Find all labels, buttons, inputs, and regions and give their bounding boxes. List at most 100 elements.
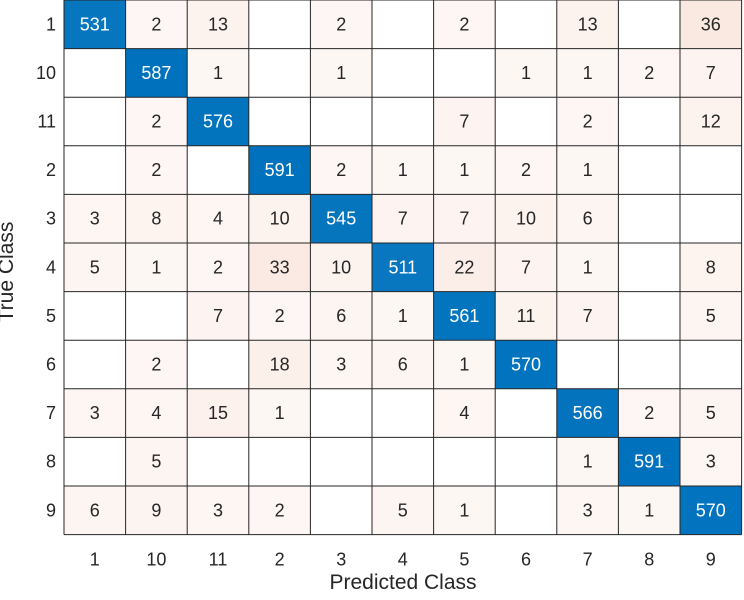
y-axis-label: True Class (0, 222, 18, 323)
cell-2-9 (680, 145, 742, 195)
cell-value-9-8: 1 (644, 500, 654, 520)
cell-11-9 (680, 97, 742, 146)
cell-value-3-10: 8 (151, 209, 161, 229)
cell-3-5 (433, 194, 496, 243)
y-tick-label: 11 (37, 112, 56, 132)
cell-value-5-11: 7 (213, 306, 223, 326)
cell-value-5-9: 5 (706, 306, 716, 326)
y-tick-label: 6 (46, 355, 56, 375)
cell-10-7 (556, 48, 619, 98)
cell-value-10-3: 1 (336, 63, 346, 83)
cell-7-8 (618, 388, 680, 438)
cell-value-1-9: 36 (701, 14, 721, 34)
cell-6-10 (125, 340, 188, 389)
cell-value-7-10: 4 (151, 403, 161, 423)
cell-8-9 (680, 437, 742, 486)
cell-5-5 (433, 291, 496, 341)
cell-3-3 (310, 194, 372, 243)
cell-5-10 (125, 291, 188, 341)
cell-3-4 (372, 194, 434, 243)
cell-value-4-9: 8 (706, 257, 716, 277)
cell-8-3 (310, 437, 372, 486)
cell-value-9-4: 5 (398, 500, 408, 520)
cell-3-7 (556, 194, 619, 243)
cell-value-8-8: 591 (634, 452, 664, 472)
cell-value-3-2: 10 (270, 209, 290, 229)
cell-7-5 (433, 388, 496, 438)
cell-value-11-11: 576 (203, 112, 233, 132)
cell-value-5-3: 6 (336, 306, 346, 326)
x-tick-label: 1 (90, 550, 100, 570)
cell-value-7-7: 566 (573, 403, 603, 423)
cell-10-10 (125, 48, 188, 98)
cell-value-7-11: 15 (208, 403, 228, 423)
cell-1-5 (433, 0, 496, 49)
cell-5-8 (618, 291, 680, 341)
y-tick-label: 1 (46, 14, 56, 34)
cell-8-1 (64, 437, 126, 486)
cell-11-10 (125, 97, 188, 146)
cell-7-7 (556, 388, 619, 438)
cell-value-3-7: 6 (583, 209, 593, 229)
cell-10-1 (64, 48, 126, 98)
cell-3-11 (187, 194, 249, 243)
cell-11-8 (618, 97, 680, 146)
x-tick-label: 3 (336, 550, 346, 570)
cell-value-11-5: 7 (459, 112, 469, 132)
cell-value-4-11: 2 (213, 257, 223, 277)
cell-3-8 (618, 194, 680, 243)
cell-4-11 (187, 243, 249, 292)
cell-value-5-6: 11 (517, 306, 536, 326)
cell-value-1-7: 13 (578, 14, 598, 34)
cell-value-2-5: 1 (459, 160, 469, 180)
y-tick-label: 5 (46, 306, 56, 326)
cell-3-2 (248, 194, 311, 243)
cell-3-6 (495, 194, 557, 243)
cell-4-7 (556, 243, 619, 292)
cell-value-3-11: 4 (213, 209, 223, 229)
cell-value-2-6: 2 (521, 160, 531, 180)
cell-value-4-2: 33 (270, 257, 290, 277)
x-tick-label: 11 (209, 550, 228, 570)
cell-9-5 (433, 486, 496, 535)
cell-7-6 (495, 388, 557, 438)
cell-4-6 (495, 243, 557, 292)
cell-7-10 (125, 388, 188, 438)
cell-value-2-2: 591 (265, 160, 295, 180)
y-tick-label: 9 (46, 500, 56, 520)
cell-value-3-6: 10 (516, 209, 536, 229)
cell-9-4 (372, 486, 434, 535)
cell-value-9-11: 3 (213, 500, 223, 520)
cell-10-2 (248, 48, 311, 98)
cell-2-7 (556, 145, 619, 195)
cell-1-10 (125, 0, 188, 49)
cell-value-9-7: 3 (583, 500, 593, 520)
cell-11-2 (248, 97, 311, 146)
cell-2-6 (495, 145, 557, 195)
cell-value-9-10: 9 (151, 500, 161, 520)
cell-11-7 (556, 97, 619, 146)
cell-5-9 (680, 291, 742, 341)
y-tick-label: 4 (46, 257, 56, 277)
cell-8-4 (372, 437, 434, 486)
cell-value-4-3: 10 (331, 257, 351, 277)
cell-5-4 (372, 291, 434, 341)
cell-1-9 (680, 0, 742, 49)
cell-8-5 (433, 437, 496, 486)
cell-4-10 (125, 243, 188, 292)
cell-value-9-9: 570 (696, 500, 726, 520)
cell-6-1 (64, 340, 126, 389)
cell-value-7-1: 3 (90, 403, 100, 423)
cell-value-4-6: 7 (521, 257, 531, 277)
x-axis-label: Predicted Class (329, 571, 476, 594)
cell-value-7-2: 1 (275, 403, 285, 423)
cell-5-6 (495, 291, 557, 341)
cell-10-8 (618, 48, 680, 98)
cell-2-10 (125, 145, 188, 195)
cell-7-4 (372, 388, 434, 438)
cell-value-10-8: 2 (644, 63, 654, 83)
cell-1-8 (618, 0, 680, 49)
cell-value-4-10: 1 (151, 257, 161, 277)
cell-4-4 (372, 243, 434, 292)
x-tick-label: 6 (521, 550, 531, 570)
